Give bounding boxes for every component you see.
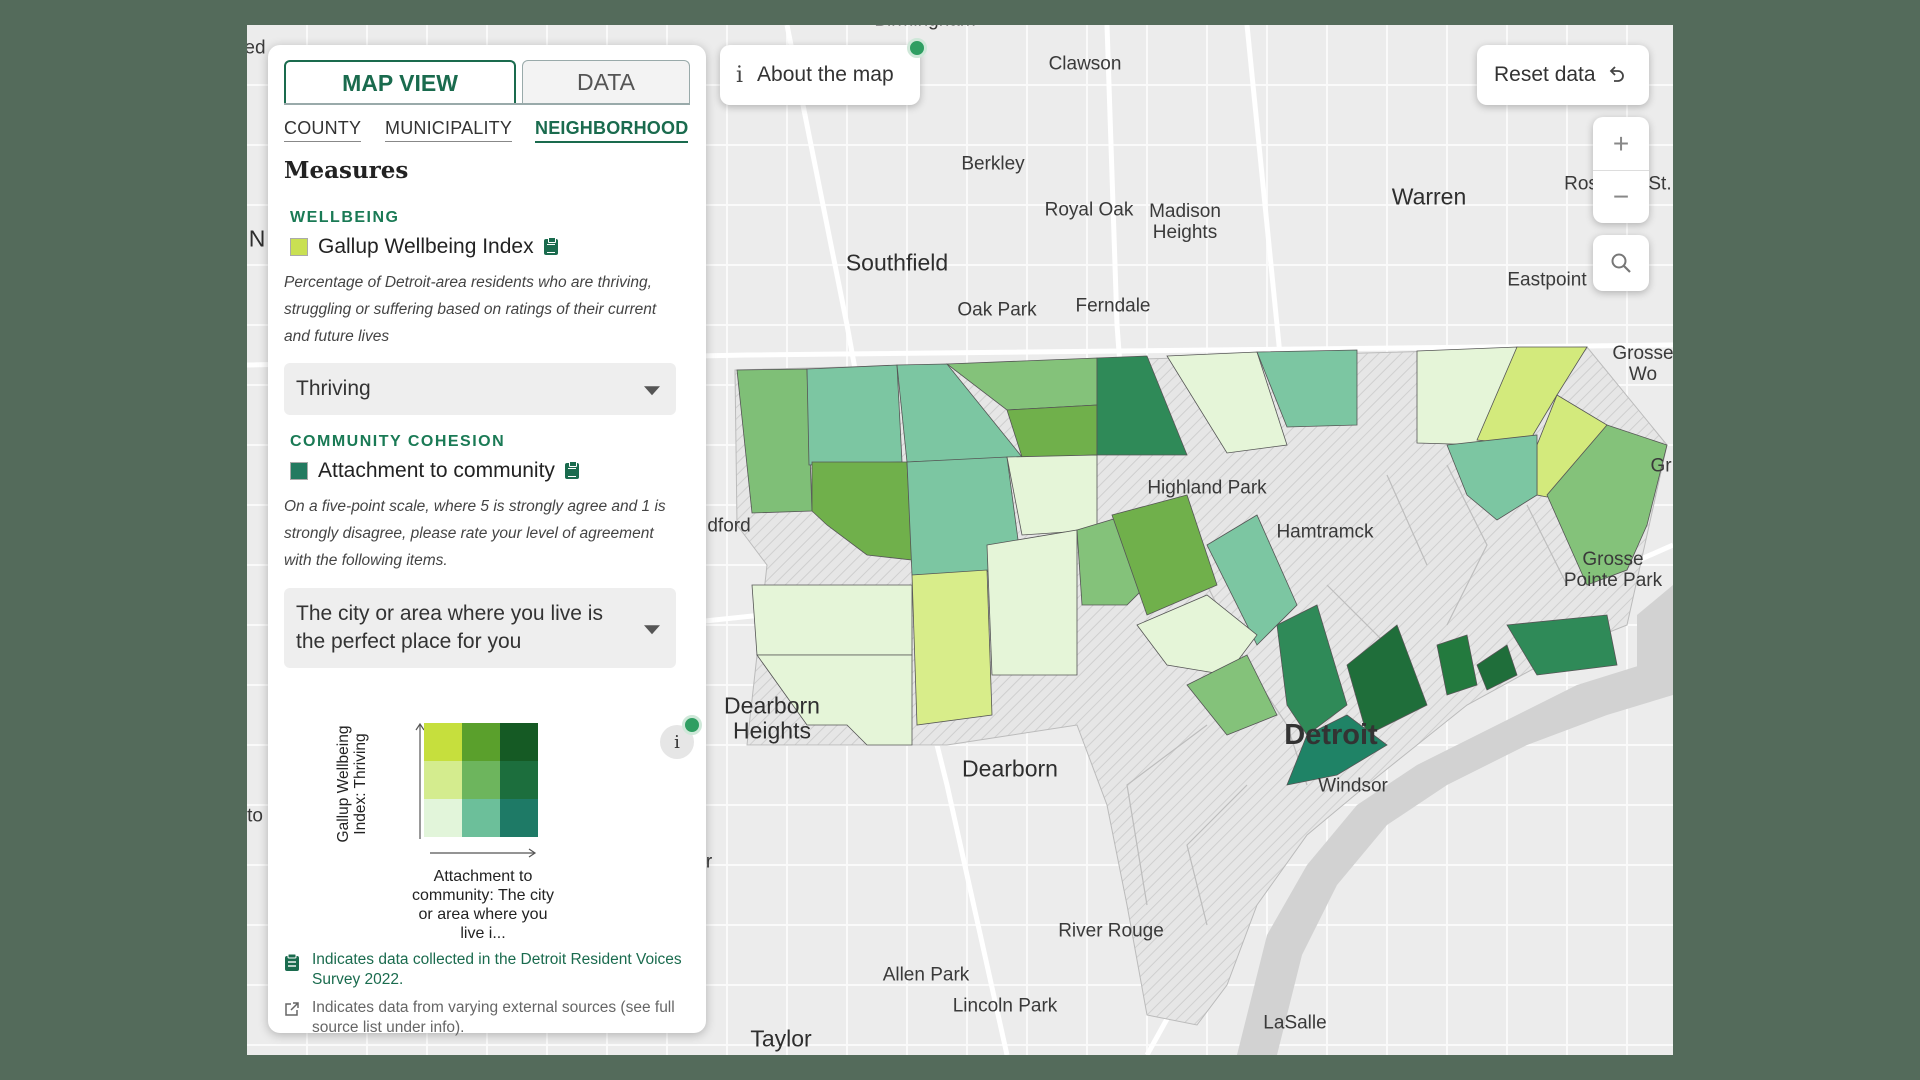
legend-cell bbox=[500, 723, 538, 761]
map-place-label: Windsor bbox=[1318, 775, 1388, 797]
map-place-label: Gr bbox=[1650, 455, 1672, 477]
wellbeing-select[interactable]: Thriving bbox=[284, 363, 676, 415]
wellbeing-description: Percentage of Detroit-area residents who… bbox=[284, 274, 657, 345]
legend-grid bbox=[424, 723, 538, 837]
footnote-survey: Indicates data collected in the Detroit … bbox=[312, 951, 682, 988]
map-place-label: Dearborn Heights bbox=[724, 692, 820, 744]
tab-map-view[interactable]: MAP VIEW bbox=[284, 60, 516, 104]
legend-y-arrow bbox=[415, 722, 425, 839]
external-link-icon bbox=[285, 1002, 299, 1016]
geography-municipality[interactable]: MUNICIPALITY bbox=[385, 118, 513, 142]
map-place-label: N bbox=[248, 225, 266, 252]
legend-cell bbox=[424, 723, 462, 761]
tab-data[interactable]: DATA bbox=[522, 60, 690, 104]
cohesion-category: COMMUNITY COHESION bbox=[290, 433, 506, 450]
map-place-label: River Rouge bbox=[1058, 920, 1164, 942]
legend-x-label: Attachment to community: The city or are… bbox=[412, 868, 554, 942]
map-place-label: Ros bbox=[1564, 173, 1598, 195]
map-search-button[interactable] bbox=[1593, 235, 1649, 291]
wellbeing-select-value: Thriving bbox=[296, 377, 371, 400]
undo-icon bbox=[1609, 66, 1624, 82]
map-place-label: Warren bbox=[1391, 183, 1467, 210]
legend-cell bbox=[424, 799, 462, 837]
cohesion-measure[interactable]: Attachment to community bbox=[290, 459, 579, 483]
map-place-label: Madison Heights bbox=[1149, 201, 1221, 243]
wellbeing-category: WELLBEING bbox=[290, 209, 400, 226]
map-place-label: LaSalle bbox=[1263, 1012, 1327, 1034]
map-place-label: Southfield bbox=[845, 249, 949, 276]
map-place-label: Grosse Wo bbox=[1612, 343, 1673, 385]
zoom-in-button[interactable]: + bbox=[1593, 117, 1649, 171]
notification-dot bbox=[682, 715, 702, 735]
search-icon bbox=[1611, 253, 1631, 273]
measures-panel: MAP VIEW DATA COUNTY MUNICIPALITY NEIGHB… bbox=[268, 45, 706, 1036]
footnote-external: Indicates data from varying external sou… bbox=[312, 999, 675, 1036]
wellbeing-measure[interactable]: Gallup Wellbeing Index bbox=[290, 235, 558, 259]
cohesion-measure-label: Attachment to community bbox=[318, 459, 555, 482]
legend-cell bbox=[500, 799, 538, 837]
legend-cell bbox=[462, 761, 500, 799]
map-place-label: Berkley bbox=[961, 153, 1025, 175]
map-place-label: Royal Oak bbox=[1044, 199, 1134, 221]
map-place-label: Ferndale bbox=[1075, 295, 1151, 317]
cohesion-select-value: The city or area where you live is the p… bbox=[296, 602, 603, 653]
geography-neighborhood[interactable]: NEIGHBORHOOD bbox=[535, 118, 689, 143]
chevron-down-icon bbox=[644, 625, 660, 635]
map-place-label: Dearborn bbox=[962, 755, 1058, 782]
clipboard-icon bbox=[543, 237, 558, 255]
cohesion-select[interactable]: The city or area where you live is the p… bbox=[284, 588, 676, 668]
about-map-button[interactable]: i About the map bbox=[720, 45, 920, 105]
chevron-down-icon bbox=[644, 386, 660, 396]
map-place-label: Highland Park bbox=[1147, 477, 1267, 499]
bivariate-legend: Gallup Wellbeing Index: Thriving Attachm… bbox=[288, 705, 702, 955]
geography-county[interactable]: COUNTY bbox=[284, 118, 362, 142]
legend-cell bbox=[462, 799, 500, 837]
zoom-out-button[interactable]: − bbox=[1612, 180, 1630, 212]
info-icon: i bbox=[736, 62, 744, 88]
legend-cell bbox=[462, 723, 500, 761]
map-place-label: ed bbox=[247, 37, 266, 59]
legend-y-label: Gallup Wellbeing Index: Thriving bbox=[335, 725, 369, 843]
map-place-label: St. bbox=[1648, 173, 1672, 195]
cohesion-description: On a five-point scale, where 5 is strong… bbox=[284, 498, 666, 569]
map-place-label: r bbox=[705, 851, 713, 873]
about-map-label: About the map bbox=[757, 63, 894, 86]
map-place-label: Clawson bbox=[1048, 53, 1122, 75]
map-place-label: to bbox=[247, 805, 263, 827]
wellbeing-measure-label: Gallup Wellbeing Index bbox=[318, 235, 534, 258]
legend-cell bbox=[424, 761, 462, 799]
map-place-label: Oak Park bbox=[957, 299, 1037, 321]
tabs-divider bbox=[284, 103, 690, 105]
clipboard-icon bbox=[564, 461, 579, 479]
cohesion-swatch bbox=[290, 462, 308, 480]
legend-x-arrow bbox=[430, 848, 537, 858]
notification-dot bbox=[907, 38, 927, 58]
map-place-label: Taylor bbox=[750, 1025, 812, 1052]
map-place-label: Hamtramck bbox=[1276, 521, 1374, 543]
legend-cell bbox=[500, 761, 538, 799]
map-place-label: Detroit bbox=[1284, 719, 1378, 752]
reset-data-button[interactable]: Reset data bbox=[1477, 45, 1649, 105]
measures-title: Measures bbox=[284, 157, 409, 184]
map-frame: Clawson Berkley Royal Oak Madison Heights Wa… bbox=[247, 25, 1673, 1055]
map-place-label: dford bbox=[707, 515, 751, 537]
wellbeing-swatch bbox=[290, 238, 308, 256]
map-place-label: Birmingham bbox=[874, 25, 975, 31]
clipboard-icon bbox=[285, 953, 299, 971]
map-place-label: Allen Park bbox=[882, 964, 970, 986]
reset-data-label: Reset data bbox=[1494, 63, 1596, 86]
zoom-controls: + − bbox=[1593, 117, 1649, 223]
map-place-label: Lincoln Park bbox=[952, 995, 1058, 1017]
map-place-label: Grosse Pointe Park bbox=[1563, 549, 1663, 591]
map-place-label: Eastpoint bbox=[1507, 269, 1587, 291]
